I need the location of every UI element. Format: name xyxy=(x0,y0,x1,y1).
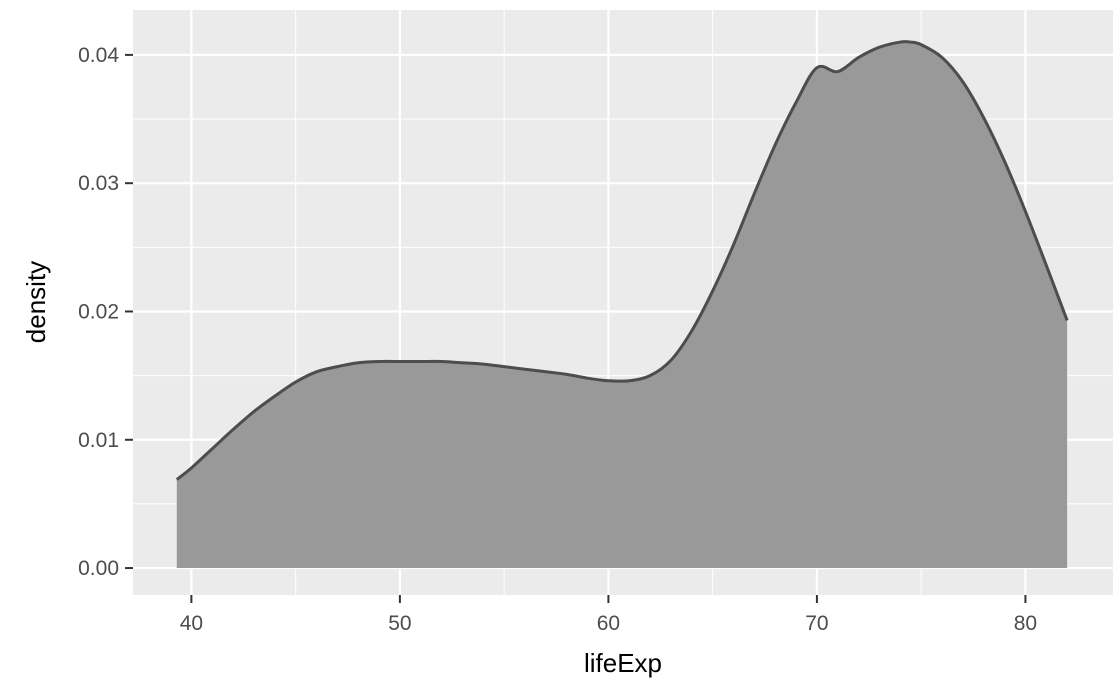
x-tick-label: 40 xyxy=(180,612,203,635)
x-axis-title: lifeExp xyxy=(584,648,662,678)
axes: 40 50 60 70 80 0.00 0.01 0.02 0.03 0.04 xyxy=(78,44,1037,635)
y-tick-label: 0.01 xyxy=(78,429,119,452)
x-tick-label: 70 xyxy=(805,612,828,635)
x-tick-label: 50 xyxy=(388,612,411,635)
x-tick-label: 80 xyxy=(1014,612,1037,635)
density-line xyxy=(175,40,1069,481)
y-tick-label: 0.02 xyxy=(78,300,119,323)
y-tick-label: 0.04 xyxy=(78,44,119,67)
density-area xyxy=(176,41,1068,569)
y-axis-title: density xyxy=(21,261,51,343)
y-tick-label: 0.03 xyxy=(78,172,119,195)
y-tick-label: 0.00 xyxy=(78,557,119,580)
x-tick-label: 60 xyxy=(597,612,620,635)
